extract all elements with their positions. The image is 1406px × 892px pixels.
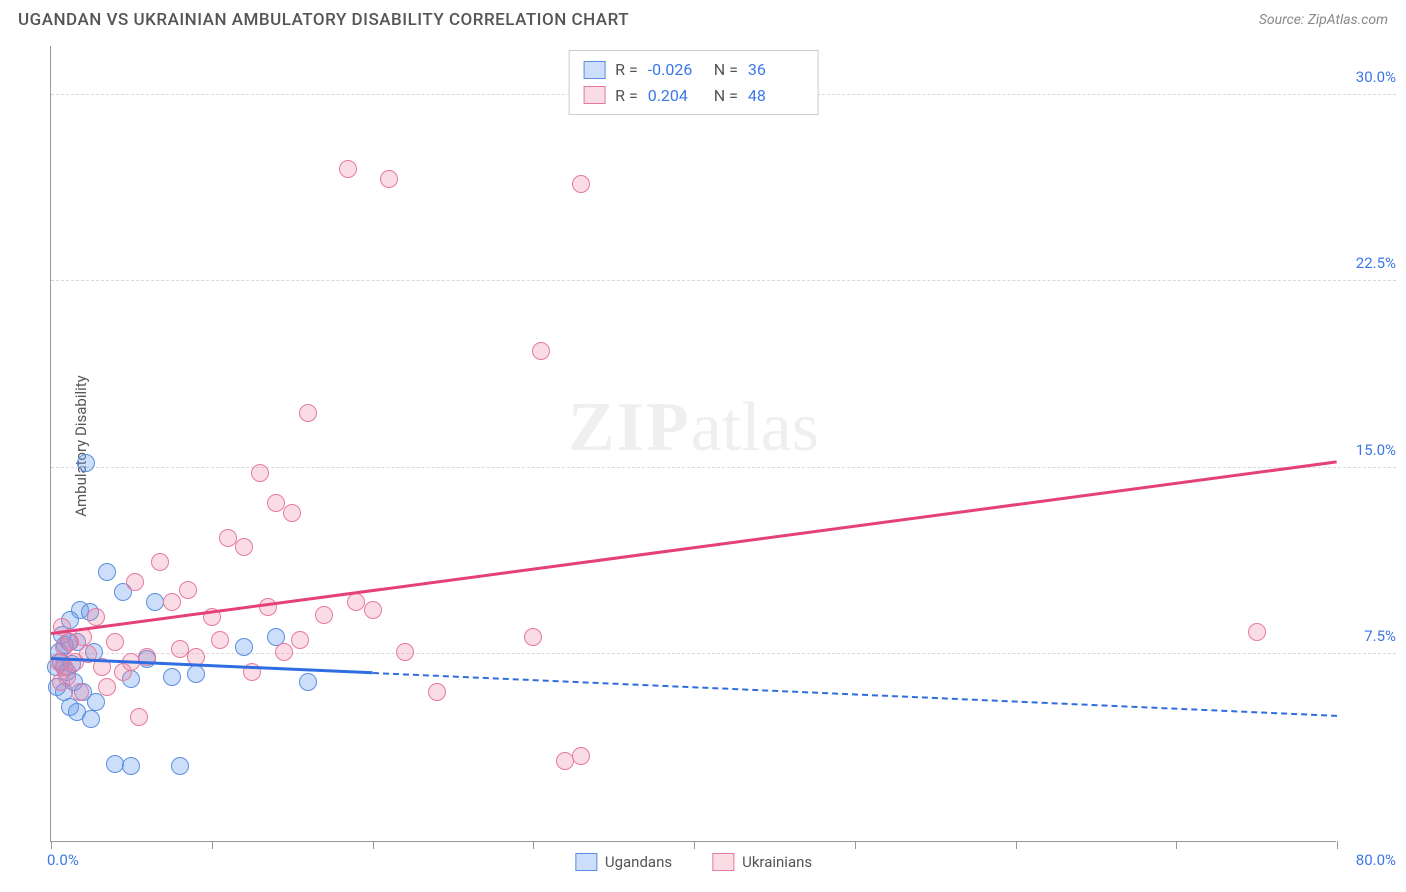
y-tick-label: 15.0%	[1356, 441, 1396, 459]
scatter-point-ukrainians	[524, 628, 542, 646]
scatter-point-ugandans	[235, 638, 253, 656]
legend-r-label: R =	[615, 57, 638, 83]
scatter-point-ukrainians	[275, 643, 293, 661]
scatter-point-ugandans	[187, 665, 205, 683]
scatter-point-ukrainians	[151, 553, 169, 571]
x-tick	[212, 841, 213, 849]
scatter-point-ukrainians	[299, 404, 317, 422]
chart-plot-area: ZIPatlas 7.5%15.0%22.5%30.0%0.0%80.0%R =…	[50, 46, 1336, 842]
legend-label: Ugandans	[605, 853, 672, 871]
scatter-point-ukrainians	[364, 601, 382, 619]
source-label: Source: ZipAtlas.com	[1259, 12, 1388, 28]
legend-r-label: R =	[615, 83, 638, 109]
scatter-point-ugandans	[163, 668, 181, 686]
legend-swatch	[712, 853, 734, 871]
scatter-point-ukrainians	[380, 170, 398, 188]
scatter-point-ugandans	[87, 693, 105, 711]
x-max-label: 80.0%	[1356, 851, 1396, 869]
legend-n-label: N =	[714, 57, 738, 83]
trend-line-dashed	[372, 672, 1337, 717]
scatter-point-ukrainians	[71, 683, 89, 701]
scatter-point-ukrainians	[315, 606, 333, 624]
scatter-point-ugandans	[77, 454, 95, 472]
scatter-point-ugandans	[122, 757, 140, 775]
scatter-point-ukrainians	[339, 160, 357, 178]
x-tick	[373, 841, 374, 849]
scatter-point-ukrainians	[163, 593, 181, 611]
x-tick	[1016, 841, 1017, 849]
legend-swatch	[583, 86, 605, 104]
x-min-label: 0.0%	[47, 851, 79, 869]
x-tick	[855, 841, 856, 849]
scatter-point-ukrainians	[211, 631, 229, 649]
scatter-point-ukrainians	[291, 631, 309, 649]
scatter-point-ukrainians	[267, 494, 285, 512]
scatter-point-ukrainians	[98, 678, 116, 696]
legend-row-ukrainians: R = 0.204 N = 48	[583, 83, 804, 109]
scatter-point-ukrainians	[572, 747, 590, 765]
scatter-point-ukrainians	[126, 573, 144, 591]
y-tick-label: 30.0%	[1356, 68, 1396, 86]
scatter-point-ukrainians	[179, 581, 197, 599]
scatter-point-ukrainians	[396, 643, 414, 661]
scatter-point-ukrainians	[87, 608, 105, 626]
chart-header: UGANDAN VS UKRAINIAN AMBULATORY DISABILI…	[0, 0, 1406, 38]
y-tick-label: 22.5%	[1356, 254, 1396, 272]
scatter-point-ugandans	[98, 563, 116, 581]
scatter-point-ukrainians	[235, 538, 253, 556]
scatter-point-ukrainians	[106, 633, 124, 651]
gridline	[51, 653, 1396, 654]
scatter-point-ukrainians	[283, 504, 301, 522]
legend-item: Ugandans	[575, 853, 672, 871]
y-tick-label: 7.5%	[1364, 627, 1396, 645]
x-tick	[1176, 841, 1177, 849]
x-tick	[1337, 841, 1338, 849]
watermark: ZIPatlas	[568, 388, 819, 468]
legend-n-label: N =	[714, 83, 738, 109]
scatter-point-ukrainians	[219, 529, 237, 547]
scatter-point-ugandans	[171, 757, 189, 775]
scatter-point-ukrainians	[130, 708, 148, 726]
scatter-point-ugandans	[299, 673, 317, 691]
legend-row-ugandans: R = -0.026 N = 36	[583, 57, 804, 83]
legend-r-value: 0.204	[648, 83, 704, 109]
correlation-legend: R = -0.026 N = 36 R = 0.204 N = 48	[568, 50, 819, 115]
scatter-point-ukrainians	[1248, 623, 1266, 641]
x-tick	[51, 841, 52, 849]
legend-n-value: 36	[748, 57, 804, 83]
legend-label: Ukrainians	[742, 853, 812, 871]
legend-item: Ukrainians	[712, 853, 812, 871]
legend-swatch	[575, 853, 597, 871]
scatter-point-ukrainians	[251, 464, 269, 482]
x-tick	[533, 841, 534, 849]
scatter-point-ukrainians	[532, 342, 550, 360]
chart-title: UGANDAN VS UKRAINIAN AMBULATORY DISABILI…	[18, 10, 629, 30]
legend-n-value: 48	[748, 83, 804, 109]
legend-r-value: -0.026	[648, 57, 704, 83]
x-tick	[694, 841, 695, 849]
series-legend: Ugandans Ukrainians	[575, 853, 812, 871]
scatter-point-ukrainians	[259, 598, 277, 616]
scatter-point-ugandans	[82, 710, 100, 728]
scatter-point-ukrainians	[572, 175, 590, 193]
gridline	[51, 280, 1396, 281]
legend-swatch	[583, 61, 605, 79]
scatter-point-ukrainians	[428, 683, 446, 701]
